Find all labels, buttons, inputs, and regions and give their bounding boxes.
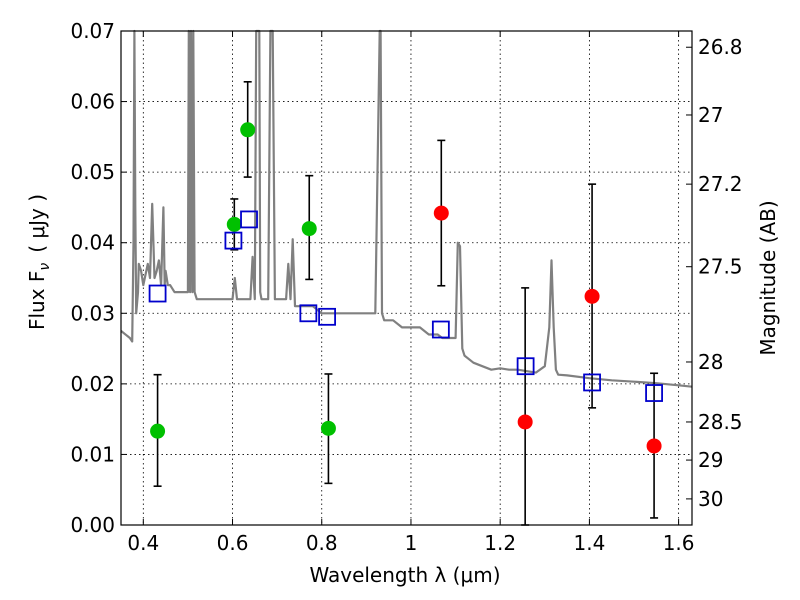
y-axis-label-right: Magnitude (AB) [756, 200, 780, 355]
right-tick-label: 27 [698, 103, 723, 127]
x-tick-label: 1 [405, 531, 418, 555]
x-tick-label: 0.6 [217, 531, 249, 555]
y-axis-label-left-sub: ν [37, 263, 53, 271]
y-axis-label-left-main: Flux F [25, 271, 49, 330]
model-point [516, 357, 535, 376]
y-tick-label: 0.06 [70, 90, 115, 114]
right-tick-label: 27.5 [698, 255, 743, 279]
model-point [148, 284, 167, 303]
right-tick-label: 28 [698, 350, 723, 374]
data-point [301, 221, 317, 237]
y-tick-label: 0.00 [70, 513, 115, 537]
right-tick-label: 28.5 [698, 410, 743, 434]
x-axis-label: Wavelength λ (μm) [309, 563, 500, 587]
grid-lines [121, 30, 692, 526]
y-axis-label-left: Flux Fν ( μJy ) [25, 194, 53, 330]
y-tick-label: 0.05 [70, 160, 115, 184]
x-tick-label: 1.2 [484, 531, 516, 555]
model-point [224, 231, 243, 250]
data-point [433, 205, 449, 221]
model-point [318, 307, 336, 326]
right-tick-label: 29 [698, 448, 723, 472]
data-markers [148, 122, 663, 454]
y-tick-label: 0.01 [70, 442, 115, 466]
data-point [584, 288, 600, 304]
x-tick-label: 1.6 [663, 531, 695, 555]
spectrum-line [120, 29, 693, 388]
data-point [320, 420, 336, 436]
data-point [150, 423, 166, 439]
model-point [645, 384, 663, 402]
model-spectrum [120, 29, 693, 388]
data-point [226, 216, 242, 232]
y-tick-label: 0.07 [70, 19, 115, 43]
y-axis-label-left-unit: ( μJy ) [25, 194, 49, 253]
data-point [646, 438, 662, 454]
right-tick-label: 26.8 [698, 35, 743, 59]
model-point [299, 304, 318, 323]
error-bars [153, 81, 659, 526]
y-tick-label: 0.03 [70, 301, 115, 325]
x-tick-label: 0.4 [127, 531, 159, 555]
model-point [583, 373, 601, 392]
right-tick-label: 27.2 [698, 172, 743, 196]
axis-ticks [121, 30, 692, 526]
y-tick-label: 0.04 [70, 231, 115, 255]
tick-labels: 0.4 0.6 0.8 1 1.2 1.4 1.6 0.00 0.01 0.02 0.03 0.04 0… [70, 19, 742, 555]
plot-frame [120, 30, 693, 526]
data-point [517, 414, 533, 430]
data-point [240, 122, 256, 138]
y-tick-label: 0.02 [70, 372, 115, 396]
model-point [431, 320, 450, 339]
model-point [240, 210, 258, 229]
x-tick-label: 1.4 [573, 531, 605, 555]
x-tick-label: 0.8 [306, 531, 338, 555]
right-tick-label: 30 [698, 487, 723, 511]
